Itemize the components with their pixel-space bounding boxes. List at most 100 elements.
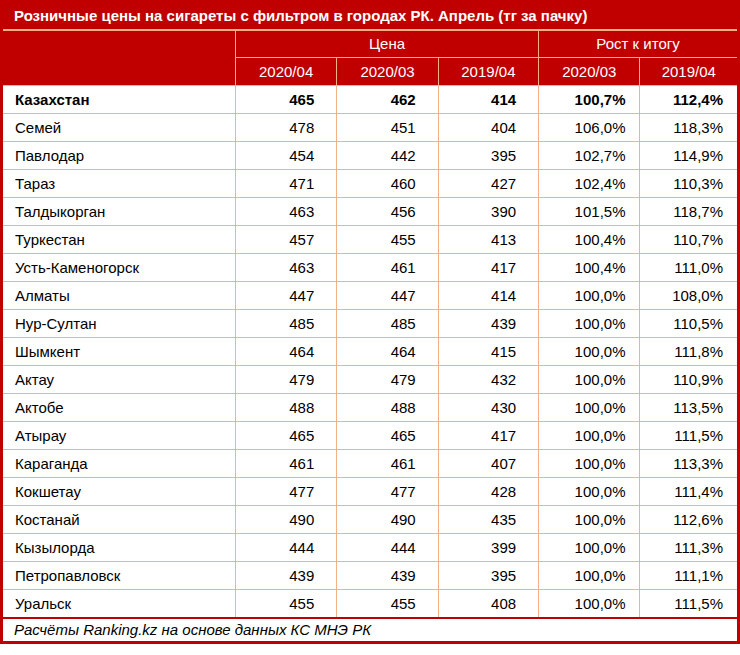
value-cell: 460 <box>337 170 438 198</box>
value-cell: 455 <box>235 590 336 618</box>
column-header-price-2020-04: 2020/04 <box>235 58 336 86</box>
value-cell: 100,0% <box>539 282 640 310</box>
table-row: Костанай490490435100,0%112,6% <box>2 506 739 534</box>
value-cell: 100,0% <box>539 590 640 618</box>
value-cell: 490 <box>337 506 438 534</box>
value-cell: 111,5% <box>640 422 739 450</box>
value-cell: 390 <box>438 198 538 226</box>
value-cell: 113,3% <box>640 450 739 478</box>
table-header: Розничные цены на сигареты с фильтром в … <box>2 2 739 86</box>
value-cell: 417 <box>438 254 538 282</box>
value-cell: 471 <box>235 170 336 198</box>
table-row: Уральск455455408100,0%111,5% <box>2 590 739 618</box>
city-cell: Актобе <box>2 394 236 422</box>
column-group-growth: Рост к итогу <box>539 30 739 58</box>
group-header-row: Цена Рост к итогу <box>2 30 739 58</box>
value-cell: 461 <box>337 254 438 282</box>
value-cell: 111,0% <box>640 254 739 282</box>
value-cell: 408 <box>438 590 538 618</box>
value-cell: 100,0% <box>539 534 640 562</box>
value-cell: 118,3% <box>640 114 739 142</box>
column-header-growth-2020-03: 2020/03 <box>539 58 640 86</box>
value-cell: 485 <box>235 310 336 338</box>
value-cell: 399 <box>438 534 538 562</box>
table-row: Петропавловск439439395100,0%111,1% <box>2 562 739 590</box>
value-cell: 457 <box>235 226 336 254</box>
corner-cell <box>2 30 236 86</box>
value-cell: 100,0% <box>539 394 640 422</box>
value-cell: 465 <box>235 422 336 450</box>
value-cell: 442 <box>337 142 438 170</box>
city-cell: Казахстан <box>2 86 236 114</box>
value-cell: 118,7% <box>640 198 739 226</box>
value-cell: 465 <box>235 86 336 114</box>
value-cell: 455 <box>337 226 438 254</box>
value-cell: 477 <box>235 478 336 506</box>
city-cell: Караганда <box>2 450 236 478</box>
value-cell: 395 <box>438 142 538 170</box>
value-cell: 439 <box>438 310 538 338</box>
value-cell: 456 <box>337 198 438 226</box>
value-cell: 114,9% <box>640 142 739 170</box>
value-cell: 414 <box>438 282 538 310</box>
value-cell: 101,5% <box>539 198 640 226</box>
value-cell: 485 <box>337 310 438 338</box>
source-row: Расчёты Ranking.kz на основе данных КС М… <box>2 618 739 643</box>
value-cell: 112,4% <box>640 86 739 114</box>
value-cell: 430 <box>438 394 538 422</box>
value-cell: 427 <box>438 170 538 198</box>
value-cell: 428 <box>438 478 538 506</box>
city-cell: Тараз <box>2 170 236 198</box>
value-cell: 110,9% <box>640 366 739 394</box>
value-cell: 110,7% <box>640 226 739 254</box>
value-cell: 413 <box>438 226 538 254</box>
value-cell: 461 <box>235 450 336 478</box>
value-cell: 100,0% <box>539 450 640 478</box>
city-cell: Нур-Султан <box>2 310 236 338</box>
value-cell: 100,4% <box>539 254 640 282</box>
city-cell: Костанай <box>2 506 236 534</box>
screenshot-frame: Розничные цены на сигареты с фильтром в … <box>0 0 740 655</box>
value-cell: 111,4% <box>640 478 739 506</box>
city-cell: Кызылорда <box>2 534 236 562</box>
city-cell: Шымкент <box>2 338 236 366</box>
value-cell: 407 <box>438 450 538 478</box>
column-header-growth-2019-04: 2019/04 <box>640 58 739 86</box>
value-cell: 100,4% <box>539 226 640 254</box>
city-cell: Алматы <box>2 282 236 310</box>
city-cell: Атырау <box>2 422 236 450</box>
value-cell: 100,0% <box>539 422 640 450</box>
value-cell: 439 <box>337 562 438 590</box>
title-row: Розничные цены на сигареты с фильтром в … <box>2 2 739 30</box>
value-cell: 110,5% <box>640 310 739 338</box>
value-cell: 463 <box>235 254 336 282</box>
value-cell: 414 <box>438 86 538 114</box>
value-cell: 479 <box>337 366 438 394</box>
city-cell: Уральск <box>2 590 236 618</box>
value-cell: 100,0% <box>539 338 640 366</box>
city-cell: Павлодар <box>2 142 236 170</box>
value-cell: 100,0% <box>539 366 640 394</box>
table-row: Кокшетау477477428100,0%111,4% <box>2 478 739 506</box>
value-cell: 447 <box>337 282 438 310</box>
value-cell: 106,0% <box>539 114 640 142</box>
city-cell: Усть-Каменогорск <box>2 254 236 282</box>
value-cell: 111,5% <box>640 590 739 618</box>
value-cell: 444 <box>337 534 438 562</box>
table-footer: Расчёты Ranking.kz на основе данных КС М… <box>2 618 739 643</box>
table-row: Тараз471460427102,4%110,3% <box>2 170 739 198</box>
column-header-price-2019-04: 2019/04 <box>438 58 538 86</box>
value-cell: 490 <box>235 506 336 534</box>
value-cell: 111,3% <box>640 534 739 562</box>
value-cell: 454 <box>235 142 336 170</box>
value-cell: 108,0% <box>640 282 739 310</box>
city-cell: Туркестан <box>2 226 236 254</box>
value-cell: 477 <box>337 478 438 506</box>
value-cell: 100,0% <box>539 310 640 338</box>
value-cell: 447 <box>235 282 336 310</box>
city-cell: Талдыкорган <box>2 198 236 226</box>
source-note: Расчёты Ranking.kz на основе данных КС М… <box>2 618 739 643</box>
table-row: Павлодар454442395102,7%114,9% <box>2 142 739 170</box>
value-cell: 435 <box>438 506 538 534</box>
table-row: Нур-Султан485485439100,0%110,5% <box>2 310 739 338</box>
